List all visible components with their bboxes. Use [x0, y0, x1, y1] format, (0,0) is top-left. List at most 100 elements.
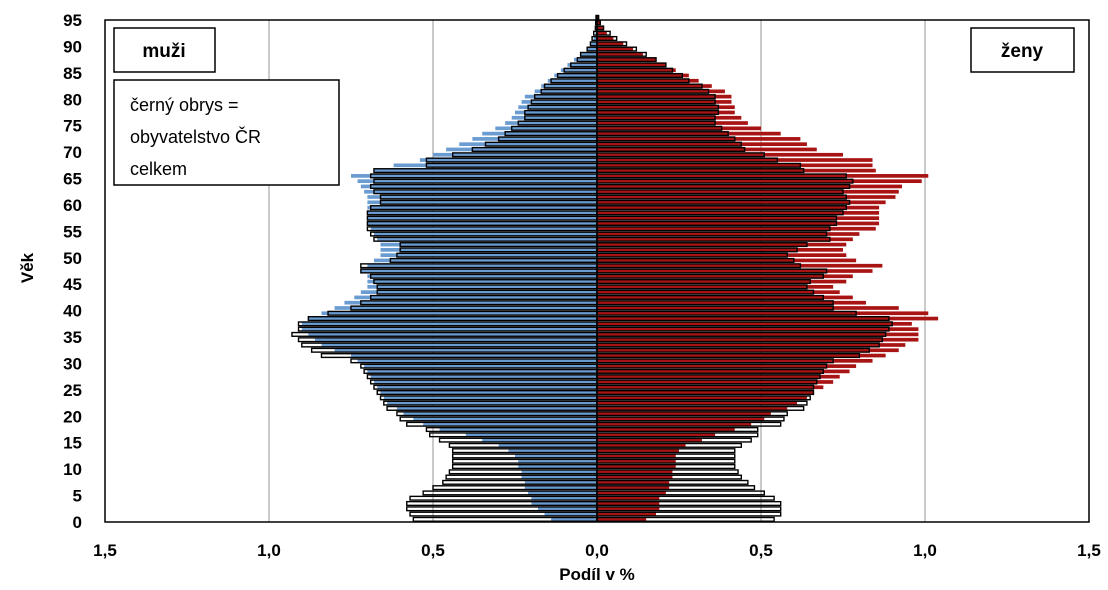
bar-men-subgroup — [364, 189, 597, 194]
bar-women-subgroup — [597, 443, 686, 448]
bar-men-subgroup — [367, 200, 597, 205]
bar-men-subgroup — [373, 168, 597, 173]
bar-women-subgroup — [597, 395, 807, 400]
y-tick-label: 40 — [63, 302, 82, 321]
bar-women-subgroup — [597, 41, 624, 46]
y-tick-label: 80 — [63, 90, 82, 109]
bar-women-subgroup — [597, 168, 876, 173]
bar-men-subgroup — [380, 242, 597, 247]
bar-women-subgroup — [597, 84, 712, 88]
bar-women-subgroup — [597, 353, 886, 358]
y-tick-label: 50 — [63, 249, 82, 268]
bar-men-subgroup — [472, 137, 597, 141]
bar-women-subgroup — [597, 517, 647, 522]
bar-women-subgroup — [597, 306, 899, 310]
bar-women-subgroup — [597, 374, 840, 379]
y-tick-label: 60 — [63, 196, 82, 215]
x-tick-label: 0,5 — [749, 541, 773, 560]
annotation-line-1: černý obrys = — [130, 95, 239, 115]
bar-men-subgroup — [367, 216, 597, 221]
bar-men-subgroup — [524, 94, 597, 99]
bar-men-subgroup — [593, 36, 597, 41]
bar-men-subgroup — [515, 454, 597, 458]
bar-men-subgroup — [465, 432, 597, 437]
bar-men-subgroup — [367, 211, 597, 215]
bar-men-subgroup — [482, 438, 597, 442]
bar-women-subgroup — [597, 73, 689, 78]
bar-women-subgroup — [597, 126, 761, 131]
x-tick-label: 1,5 — [93, 541, 117, 560]
bar-men-subgroup — [380, 390, 597, 395]
bar-women-subgroup — [597, 142, 807, 147]
y-tick-label: 65 — [63, 170, 82, 189]
bar-women-subgroup — [597, 438, 702, 442]
bar-women-subgroup — [597, 216, 880, 221]
y-tick-label: 85 — [63, 64, 82, 83]
bar-women-subgroup — [597, 475, 673, 479]
bar-men-subgroup — [373, 232, 597, 236]
y-tick-label: 95 — [63, 11, 82, 30]
y-tick-label: 20 — [63, 407, 82, 426]
bar-men-subgroup — [537, 506, 597, 511]
annotation-box: černý obrys = obyvatelstvo ČR celkem — [113, 79, 340, 186]
bar-women-subgroup — [597, 263, 883, 268]
bar-women-subgroup — [597, 279, 847, 284]
bar-women-subgroup — [597, 432, 716, 437]
bar-men-subgroup — [360, 269, 597, 273]
women-label: ženy — [1001, 41, 1044, 62]
bar-men-subgroup — [383, 395, 597, 400]
bar-women-subgroup — [597, 52, 643, 57]
y-tick-label: 90 — [63, 37, 82, 56]
bar-men-subgroup — [373, 258, 597, 263]
bar-men-subgroup — [482, 131, 597, 136]
bar-women-subgroup — [597, 258, 857, 263]
bar-women-subgroup — [597, 427, 735, 432]
bar-women-subgroup — [597, 36, 614, 41]
bar-men-subgroup — [377, 385, 597, 390]
x-tick-label: 1,0 — [257, 541, 281, 560]
bar-men-subgroup — [518, 464, 597, 469]
bar-women-subgroup — [597, 343, 906, 347]
bar-women-subgroup — [597, 189, 899, 194]
bar-women-subgroup — [597, 358, 873, 363]
bar-men-subgroup — [351, 353, 597, 358]
bar-women-subgroup — [597, 454, 676, 458]
bar-men-subgroup — [531, 496, 597, 501]
bar-women-subgroup — [597, 63, 666, 67]
bar-men-subgroup — [459, 142, 597, 147]
bar-women-subgroup — [597, 385, 824, 390]
bar-men-subgroup — [373, 380, 597, 384]
bar-women-subgroup — [597, 390, 814, 395]
bar-men-subgroup — [551, 517, 597, 522]
x-tick-label: 1,5 — [1077, 541, 1101, 560]
bar-women-subgroup — [597, 131, 781, 136]
bar-men-subgroup — [367, 195, 597, 199]
bar-women-subgroup — [597, 221, 880, 226]
bar-men-subgroup — [354, 295, 597, 300]
bar-men-subgroup — [498, 443, 597, 448]
bar-women-subgroup — [597, 174, 929, 178]
bar-men-subgroup — [357, 179, 597, 184]
bar-women-subgroup — [597, 89, 725, 94]
annotation-line-3: celkem — [130, 159, 187, 179]
y-tick-label: 35 — [63, 328, 82, 347]
bar-men-subgroup — [344, 300, 597, 305]
bar-women-subgroup — [597, 285, 834, 289]
bar-men-subgroup — [515, 110, 597, 115]
bar-women-subgroup — [597, 364, 857, 368]
bar-men-subgroup — [351, 174, 597, 178]
bar-men-subgroup — [370, 374, 597, 379]
bar-women-subgroup — [597, 501, 660, 506]
bar-men-subgroup — [518, 105, 597, 110]
bar-men-subgroup — [541, 84, 597, 88]
bar-women-subgroup — [597, 147, 817, 152]
bar-men-subgroup — [321, 311, 597, 316]
bar-women-subgroup — [597, 211, 880, 215]
bar-women-subgroup — [597, 406, 788, 411]
x-axis-title: Podíl v % — [559, 565, 635, 584]
bar-men-subgroup — [524, 480, 597, 485]
bar-men-subgroup — [403, 411, 597, 416]
bar-women-subgroup — [597, 78, 699, 83]
y-axis-title: Věk — [18, 252, 37, 283]
bar-women-subgroup — [597, 47, 634, 51]
